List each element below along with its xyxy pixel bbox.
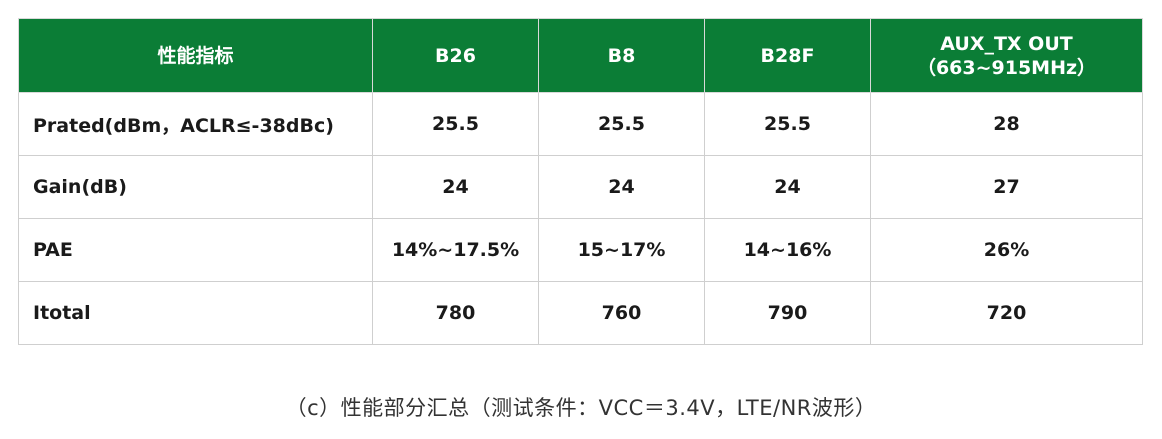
header-b26-label: B26 — [435, 44, 476, 67]
row-label-pae: PAE — [18, 218, 373, 282]
table-cell: 24 — [704, 155, 871, 219]
table-row: Itotal 780 760 790 720 — [18, 281, 1143, 345]
table-row: Prated(dBm，ACLR≤-38dBc) 25.5 25.5 25.5 2… — [18, 92, 1143, 156]
header-b28f-label: B28F — [760, 44, 815, 67]
table-cell: 720 — [870, 281, 1143, 345]
header-aux-tx-out-label: AUX_TX OUT — [940, 32, 1073, 55]
table-cell: 25.5 — [704, 92, 871, 156]
table-row: PAE 14%~17.5% 15~17% 14~16% 26% — [18, 218, 1143, 282]
table-cell: 15~17% — [538, 218, 705, 282]
header-b28f: B28F — [704, 18, 871, 93]
header-aux-tx-out: AUX_TX OUT （663~915MHz） — [870, 18, 1143, 93]
table-row: Gain(dB) 24 24 24 27 — [18, 155, 1143, 219]
row-label-prated: Prated(dBm，ACLR≤-38dBc) — [18, 92, 373, 156]
header-aux-tx-out-range: （663~915MHz） — [916, 56, 1097, 79]
header-b8-label: B8 — [607, 44, 636, 67]
row-label-gain: Gain(dB) — [18, 155, 373, 219]
table-cell: 26% — [870, 218, 1143, 282]
table-caption: （c）性能部分汇总（测试条件：VCC＝3.4V，LTE/NR波形） — [285, 396, 877, 420]
header-metric: 性能指标 — [18, 18, 373, 93]
table-cell: 24 — [372, 155, 539, 219]
table-cell: 790 — [704, 281, 871, 345]
table-cell: 28 — [870, 92, 1143, 156]
table-cell: 24 — [538, 155, 705, 219]
table-cell: 760 — [538, 281, 705, 345]
row-label-itotal: Itotal — [18, 281, 373, 345]
header-metric-label: 性能指标 — [157, 44, 234, 67]
table-cell: 25.5 — [538, 92, 705, 156]
table-cell: 25.5 — [372, 92, 539, 156]
table-cell: 14%~17.5% — [372, 218, 539, 282]
performance-summary-table: 性能指标 B26 B8 B28F AUX_TX OUT （663~915MHz）… — [18, 18, 1143, 345]
header-b26: B26 — [372, 18, 539, 93]
table-cell: 14~16% — [704, 218, 871, 282]
table-cell: 780 — [372, 281, 539, 345]
table-cell: 27 — [870, 155, 1143, 219]
table-header-row: 性能指标 B26 B8 B28F AUX_TX OUT （663~915MHz） — [18, 18, 1143, 93]
header-b8: B8 — [538, 18, 705, 93]
